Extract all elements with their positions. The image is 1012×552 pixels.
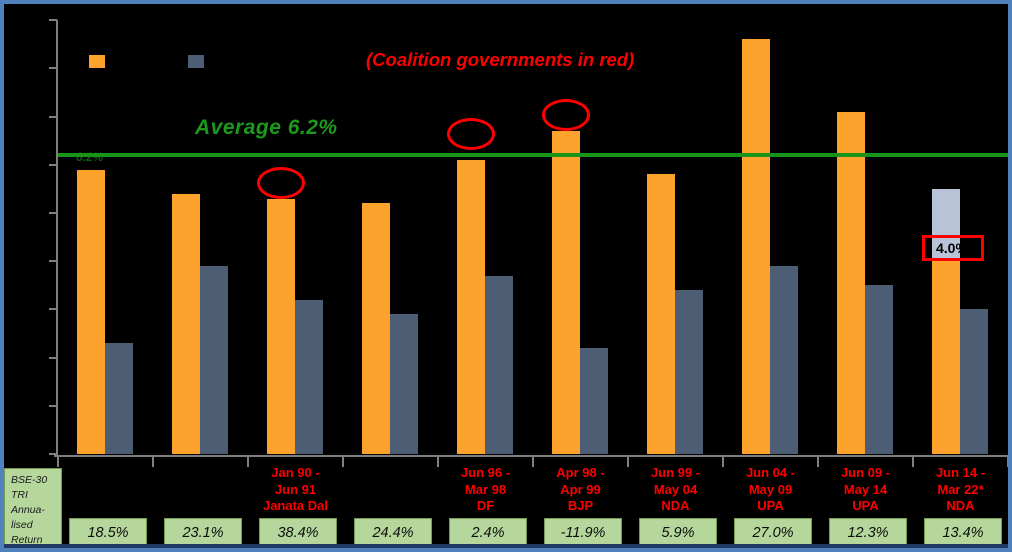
x-axis-tick (912, 455, 914, 467)
period-label-line: Jun 99 - (650, 465, 701, 480)
x-axis-tick (342, 455, 344, 467)
bar-gray-2 (200, 266, 228, 454)
legend-swatch-gray (188, 55, 204, 68)
return-value-box-4: 24.4% (354, 518, 432, 548)
coalition-circle-annotation (257, 166, 305, 199)
period-label-9: Jun 09 - May 14 UPA (818, 465, 913, 515)
period-label-line: NDA (661, 498, 690, 513)
period-label-8: Jun 04 - May 09 UPA (723, 465, 818, 515)
period-label-10: Jun 14 - Mar 22* NDA (913, 465, 1008, 515)
coalition-circle-annotation (447, 117, 495, 150)
period-label-line: NDA (946, 498, 975, 513)
callout-value-box: 4.0% (922, 235, 984, 262)
period-label-line: Jun 91 (274, 481, 317, 497)
period-label-line: May 04 (653, 481, 698, 497)
period-label-line: Jun 96 - (460, 465, 511, 480)
bar-orange-10 (932, 261, 960, 454)
return-value-box-5: 2.4% (449, 518, 527, 548)
bar-orange-1 (77, 169, 105, 454)
x-axis-tick (722, 455, 724, 467)
bar-orange-9 (837, 111, 865, 454)
coalition-circle-annotation (542, 99, 590, 132)
bar-gray-3 (295, 299, 323, 454)
period-label-line: May 09 (748, 481, 793, 497)
bar-orange-7 (647, 174, 675, 454)
bottom-navy-strip (4, 544, 1008, 548)
bar-silver-extension (932, 188, 960, 262)
row-header-line: BSE-30 (11, 474, 48, 486)
row-header-line: Annua- (11, 504, 45, 516)
bar-gray-9 (865, 285, 893, 454)
y-axis-tick (49, 19, 57, 22)
row-header-line: TRI (11, 489, 28, 501)
period-label-line: BJP (567, 498, 594, 513)
y-axis-tick (49, 212, 57, 214)
y-axis-tick (49, 67, 57, 70)
return-value-box-9: 12.3% (829, 518, 907, 548)
x-axis (54, 455, 1008, 457)
return-value-box-6: -11.9% (544, 518, 622, 548)
bar-gray-8 (770, 266, 798, 454)
y-axis-tick (49, 115, 57, 118)
y-axis-tick (49, 404, 57, 407)
period-label-line: May 14 (843, 481, 888, 497)
y-axis-tick (49, 163, 57, 166)
period-label-6: Apr 98 - Apr 99 BJP (533, 465, 628, 515)
y-axis (56, 20, 58, 457)
x-axis-tick (247, 455, 249, 467)
row-header-line: lised (11, 519, 33, 531)
return-value-box-2: 23.1% (164, 518, 242, 548)
x-axis-tick (57, 455, 59, 467)
bar-orange-4 (362, 203, 390, 454)
y-axis-tick (49, 308, 57, 311)
bar-gray-1 (105, 343, 133, 454)
bar-orange-6 (552, 131, 580, 454)
x-axis-tick (817, 455, 819, 467)
bar-gray-4 (390, 314, 418, 454)
bar-gray-7 (675, 290, 703, 454)
period-label-line: Jun 09 - (840, 465, 891, 480)
bar-orange-8 (742, 39, 770, 454)
x-axis-tick (437, 455, 439, 467)
x-axis-tick (1007, 455, 1008, 467)
period-label-line: Janata Dal (262, 498, 329, 513)
chart-canvas: (Coalition governments in red) 6.2% Aver… (4, 4, 1008, 548)
return-value-box-10: 13.4% (924, 518, 1002, 548)
y-axis-tick (49, 356, 57, 359)
period-label-3: Jan 90 - Jun 91 Janata Dal (248, 465, 343, 515)
period-label-line: Apr 99 (560, 481, 601, 497)
x-axis-tick (152, 455, 154, 467)
x-axis-tick (532, 455, 534, 467)
x-axis-tick (627, 455, 629, 467)
bar-gray-6 (580, 347, 608, 454)
bar-gray-10 (960, 309, 988, 454)
period-label-line: DF (476, 498, 495, 513)
return-value-box-3: 38.4% (259, 518, 337, 548)
bar-orange-5 (457, 159, 485, 454)
table-row-header: BSE-30 TRI Annua-lised Return (4, 468, 62, 548)
period-label-line: Mar 98 (464, 481, 507, 497)
period-label-line: UPA (757, 498, 784, 513)
period-label-line: Apr 98 - (556, 465, 605, 480)
bar-orange-3 (267, 198, 295, 454)
average-label: Average 6.2% (195, 116, 338, 139)
period-label-5: Jun 96 - Mar 98 DF (438, 465, 533, 515)
period-label-line: UPA (852, 498, 879, 513)
chart-title: (Coalition governments in red) (366, 49, 635, 70)
y-axis-tick (49, 453, 57, 455)
bar-orange-2 (172, 193, 200, 454)
y-axis-tick (49, 260, 57, 263)
period-label-line: Jan 90 - (271, 465, 320, 480)
row-header-line: Return (11, 534, 43, 546)
period-label-line: Mar 22* (937, 481, 984, 497)
bar-gray-5 (485, 275, 513, 454)
period-label-7: Jun 99 - May 04 NDA (628, 465, 723, 515)
return-value-box-1: 18.5% (69, 518, 147, 548)
legend-swatch-orange (89, 55, 105, 68)
average-line (58, 153, 1008, 157)
period-label-line: Jun 04 - (745, 465, 796, 480)
period-label-line: Jun 14 - (935, 465, 986, 480)
